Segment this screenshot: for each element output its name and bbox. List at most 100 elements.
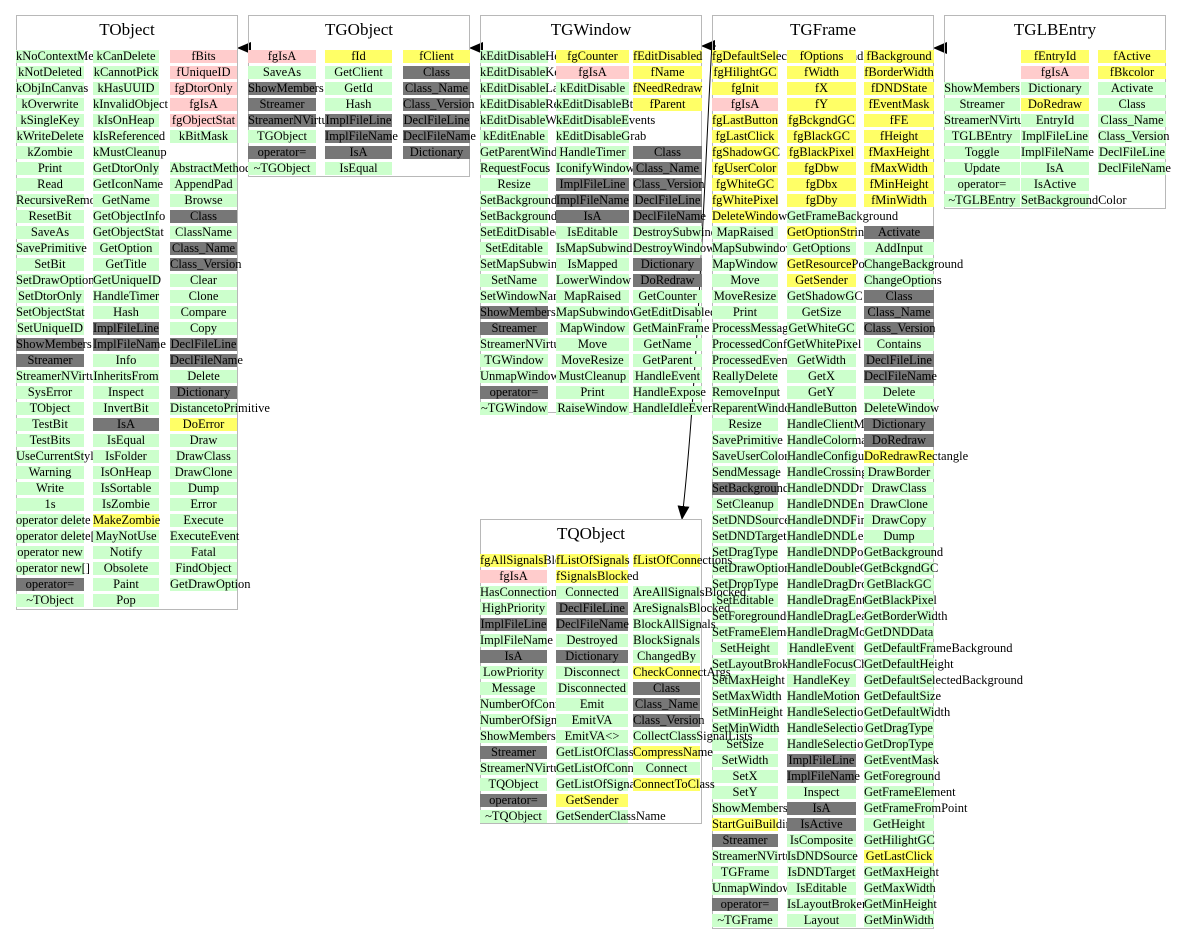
tobject-member: IsEqual [93,434,159,447]
tgframe-member: GetEventMask [864,753,939,767]
tobject-member: SetDtorOnly [16,290,84,303]
tgobject-member: SaveAs [248,66,316,79]
tglbentry-member: fEntryId [1021,50,1089,63]
tqobject-member: NumberOfSignals [480,713,571,727]
tgframe-member: IsDNDSource [787,849,858,863]
tobject-member: kZombie [16,146,84,159]
tgwindow-member: GetEditDisabled [633,305,717,319]
tgframe-member: GetResourcePool [787,257,875,271]
tqobject-member: Disconnected [556,681,628,695]
tgwindow-member: GetParent [633,354,702,367]
tobject-member: GetDrawOption [170,577,251,591]
tgwindow-class-title: TGWindow [550,20,632,39]
tgframe-member: MapWindow [712,257,778,271]
tgframe-member: TGFrame [712,866,778,879]
tgwindow-member: fNeedRedraw [633,81,703,95]
tgframe-member: HandleMotion [787,689,860,703]
tobject-member: DistancetoPrimitive [170,401,270,415]
tgobject-member: Class_Version [403,97,475,111]
tgframe-member: GetLastClick [864,849,934,863]
tqobject-member: fListOfConnections [633,553,733,567]
tgframe-member: Activate [864,226,934,239]
tgframe-member: Resize [712,418,778,431]
tgframe-member: Inspect [787,786,856,799]
tobject-member: Draw [170,434,237,447]
tgobject-member: ImplFileLine [325,113,392,127]
tgframe-member: GetForeground [864,769,941,783]
tgwindow-member: IsMapSubwindows [556,241,653,255]
tgframe-member: fgDbx [787,178,856,191]
tgwindow-member: DestroyWindow [633,241,716,255]
tgframe-member: ProcessMessage [712,321,794,335]
tobject-member: Read [16,178,84,191]
tgframe-member: SetBackgroundColor [712,481,818,495]
tglbentry-member: Class_Name [1098,114,1166,127]
tgframe-member: Layout [787,914,856,927]
tgobject-member: ~TGObject [248,162,316,175]
tgframe-member: HandleDragDrop [787,577,874,591]
tgframe-member: fgInit [712,82,778,95]
tgframe-member: HandleSelectionClear [787,721,897,735]
tobject-member: 1s [16,498,84,511]
tobject-member: ResetBit [16,210,84,223]
tgframe-member: RemoveInput [712,385,781,399]
tgwindow-member: ~TGWindow [480,401,548,415]
tgframe-member: fHeight [864,130,934,143]
tgwindow-member: MustCleanup [556,370,629,383]
tobject-member: kCanDelete [93,50,159,63]
tqobject-member: GetSender [556,794,628,807]
tglbentry-member: StreamerNVirtual [944,113,1033,127]
tobject-member: Fatal [170,546,237,559]
tgframe-member: SetMinHeight [712,705,783,719]
tgframe-member: HandleDNDFinished [787,513,894,527]
tgframe-member: HandleDNDLeave [787,529,881,543]
tobject-member: GetObjectStat [93,225,164,239]
tglbentry-member: Toggle [944,146,1020,159]
tgframe-member: SetCleanup [712,498,778,511]
tobject-member: TestBits [16,434,84,447]
tgframe-member: GetFrameElement [864,785,956,799]
tgframe-member: fgBlackPixel [787,145,856,159]
tgframe-member: GetDropType [864,737,934,751]
tgwindow-member: ShowMembers [480,305,556,319]
tgframe-member: GetOptions [787,242,856,255]
tgframe-member: GetHeight [864,818,934,831]
tobject-member: SetDrawOption [16,273,95,287]
tqobject-member: DeclFileName [556,617,629,631]
tgframe-member: GetWhitePixel [787,337,862,351]
tqobject-member: Streamer [480,746,547,759]
tobject-member: TObject [16,402,84,415]
tgframe-member: GetDragType [864,721,934,735]
tgframe-member: fMinHeight [864,178,934,191]
tgwindow-member: GetCounter [633,290,702,303]
tgwindow-member: Move [556,338,629,351]
tgwindow-member: GetParentWindow [480,145,573,159]
tgframe-member: SavePrimitive [712,433,783,447]
tgframe-member: GetSender [787,274,856,287]
tgwindow-member: IconifyWindow [556,161,635,175]
tobject-member: ExecuteEvent [170,529,240,543]
tgframe-member: GetFrameFromPoint [864,801,968,815]
tqobject-member: EmitVA<> [556,730,628,743]
tgwindow-member: SetMapSubwindows [480,257,584,271]
tobject-member: MayNotUse [93,530,159,543]
tobject-member: fgDtorOnly [170,82,237,95]
tgframe-member: DeleteWindow [864,401,940,415]
tobject-member: ShowMembers [16,337,92,351]
tgwindow-member: kEditDisableEvents [556,113,656,127]
tgframe-member: IsDNDTarget [787,865,856,879]
tobject-member: Dictionary [170,386,237,399]
tgframe-member: fMaxWidth [864,162,934,175]
tgobject-member: Streamer [248,98,316,111]
tobject-class-title: TObject [99,20,155,39]
tqobject-member: fgAllSignalsBlocked [480,553,585,567]
tgframe-member: MapSubwindows [712,241,800,255]
tqobject-member: ConnectToClass [633,777,715,791]
tgwindow-member: MoveResize [556,354,629,367]
tgobject-member: IsA [325,146,392,159]
tgframe-member: ReallyDelete [712,369,778,383]
tobject-member: fBits [170,50,237,63]
tglbentry-member: IsActive [1021,178,1089,191]
tgframe-member: DoRedraw [864,434,934,447]
tgobject-member: IsEqual [325,162,392,175]
